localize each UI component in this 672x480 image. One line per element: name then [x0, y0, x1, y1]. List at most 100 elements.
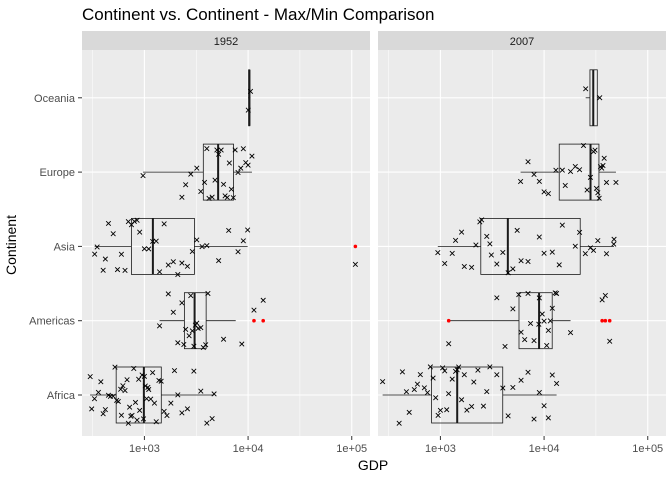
data-point	[156, 323, 163, 329]
data-point	[153, 419, 159, 425]
points-oceania	[583, 86, 603, 101]
box-body	[480, 217, 581, 275]
box-body	[431, 366, 504, 424]
data-point	[602, 292, 608, 299]
data-point	[201, 179, 208, 186]
data-point	[514, 227, 520, 234]
data-point	[494, 372, 500, 378]
data-point	[427, 364, 433, 370]
data-point	[536, 389, 542, 396]
box-africa	[382, 366, 557, 424]
data-point	[260, 297, 266, 303]
data-point	[127, 404, 133, 410]
data-point	[161, 408, 167, 414]
data-point	[411, 386, 417, 393]
data-point	[179, 410, 185, 416]
data-point	[230, 195, 236, 201]
data-point	[556, 262, 562, 268]
data-point	[153, 238, 159, 244]
data-point	[140, 173, 146, 179]
points-oceania	[245, 88, 254, 113]
data-point	[175, 340, 181, 346]
data-point	[184, 406, 191, 412]
data-point	[449, 250, 455, 257]
data-point	[587, 245, 594, 251]
data-point	[531, 171, 537, 178]
data-point	[136, 376, 142, 382]
data-point	[98, 379, 104, 385]
data-point	[204, 145, 210, 152]
data-point	[137, 407, 143, 414]
data-point	[505, 270, 511, 276]
data-point	[500, 385, 506, 391]
strip-label: 1952	[214, 36, 238, 48]
data-point	[541, 250, 547, 256]
x-tick-label: 1e+04	[233, 443, 264, 455]
data-point	[494, 261, 500, 267]
data-point	[464, 407, 470, 413]
data-point	[100, 411, 106, 417]
data-point	[94, 244, 100, 250]
facet-panel-2007: 2007 1e+03 1e+04 1e+05	[378, 31, 666, 455]
data-point	[112, 364, 118, 370]
data-point	[484, 388, 490, 395]
data-point	[105, 220, 112, 227]
data-point	[143, 396, 150, 402]
data-point	[245, 107, 251, 113]
box-europe	[520, 143, 616, 201]
data-point	[576, 167, 583, 173]
data-point	[545, 327, 551, 334]
data-point	[209, 416, 215, 422]
data-point	[188, 292, 194, 299]
data-point	[547, 318, 553, 324]
data-point	[122, 267, 128, 274]
data-point	[132, 399, 139, 406]
data-point	[146, 246, 152, 252]
data-point	[141, 373, 148, 379]
data-point	[471, 379, 477, 385]
data-point	[168, 400, 174, 406]
data-point	[592, 147, 598, 153]
data-point	[140, 416, 147, 422]
data-point	[607, 338, 613, 344]
data-point	[183, 326, 189, 332]
box-asia	[437, 217, 615, 275]
data-point	[525, 159, 531, 165]
outlier-point	[353, 244, 358, 249]
data-point	[191, 368, 197, 374]
data-point	[245, 162, 251, 168]
points-americas	[156, 290, 266, 351]
data-point	[199, 243, 205, 250]
data-point	[545, 191, 551, 197]
data-point	[186, 333, 192, 339]
data-point	[527, 320, 534, 327]
data-point	[518, 377, 524, 383]
data-point	[531, 416, 537, 422]
data-point	[559, 222, 565, 228]
data-point	[572, 163, 578, 170]
data-point	[611, 241, 617, 247]
data-point	[198, 325, 204, 331]
data-point	[203, 342, 209, 348]
data-point	[134, 417, 140, 423]
data-point	[240, 146, 246, 152]
points-europe	[517, 142, 619, 201]
box-body	[518, 292, 553, 350]
y-tick-label: Europe	[40, 167, 75, 179]
data-point	[541, 189, 547, 195]
data-point	[433, 395, 439, 401]
data-point	[91, 396, 98, 402]
points-africa	[87, 364, 217, 426]
box-oceania	[248, 69, 251, 127]
data-point	[137, 229, 143, 235]
data-point	[603, 251, 610, 257]
data-point	[212, 177, 218, 183]
data-point	[549, 372, 555, 378]
outlier-point	[603, 318, 608, 323]
data-point	[475, 367, 481, 373]
y-tick-label: Americas	[29, 316, 75, 328]
data-point	[417, 372, 423, 378]
data-point	[102, 407, 108, 413]
data-point	[454, 367, 460, 373]
outlier-point	[607, 318, 612, 323]
